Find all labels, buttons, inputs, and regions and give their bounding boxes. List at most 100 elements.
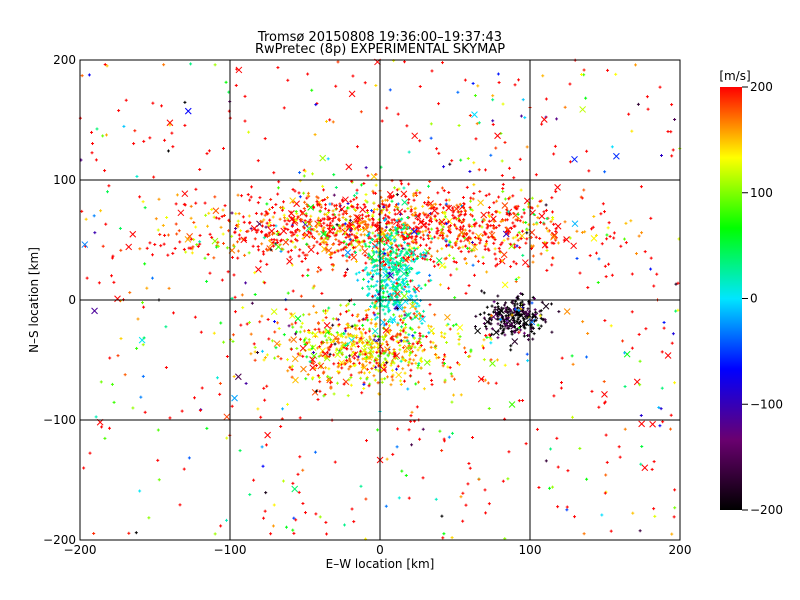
data-point (193, 315, 197, 319)
data-point (372, 207, 376, 211)
data-point (347, 235, 351, 239)
data-point (276, 186, 280, 190)
data-point (590, 235, 598, 242)
data-point (147, 516, 151, 520)
data-point (496, 72, 500, 76)
data-point (301, 236, 305, 240)
data-point (400, 469, 404, 473)
data-point (504, 301, 508, 305)
data-point (189, 204, 193, 208)
data-point (315, 200, 319, 204)
data-point (387, 272, 394, 279)
data-point (453, 215, 457, 219)
x-axis-ticks: −200 −100 0 100 200 (64, 543, 692, 557)
data-point (328, 118, 332, 122)
data-point (659, 407, 663, 411)
data-point (181, 190, 189, 198)
data-point (435, 226, 439, 230)
data-point (443, 361, 447, 365)
data-point (338, 312, 342, 316)
data-point (434, 497, 438, 501)
data-point (361, 340, 365, 344)
data-point (629, 219, 633, 223)
data-point (634, 252, 638, 256)
data-point (392, 300, 396, 304)
data-point (587, 169, 591, 173)
data-point (331, 225, 335, 229)
data-point (138, 489, 142, 493)
data-point (658, 85, 662, 89)
data-point (555, 117, 559, 121)
data-point (487, 333, 491, 337)
data-point (331, 209, 335, 213)
data-point (298, 352, 302, 356)
data-point (394, 290, 401, 298)
data-point (499, 220, 503, 224)
data-point (493, 247, 497, 251)
data-point (435, 219, 439, 223)
data-point (402, 316, 406, 320)
data-point (297, 490, 301, 494)
data-point (383, 318, 387, 322)
data-point (161, 223, 165, 227)
y-tick-label: −100 (43, 413, 76, 427)
data-point (440, 449, 444, 453)
data-point (242, 220, 246, 224)
data-point (119, 248, 123, 252)
data-point (348, 90, 356, 98)
data-point (563, 105, 567, 109)
data-point (459, 393, 463, 397)
data-point (412, 288, 416, 292)
data-point (537, 485, 541, 489)
data-point (412, 192, 416, 196)
data-point (419, 252, 423, 256)
data-point (370, 269, 374, 273)
data-point (487, 313, 491, 317)
data-point (455, 203, 459, 207)
data-point (359, 228, 363, 232)
data-point (535, 222, 539, 226)
data-point (415, 271, 419, 275)
data-point (291, 187, 295, 191)
data-point (401, 319, 405, 323)
data-point (661, 420, 665, 424)
data-point (139, 395, 143, 399)
data-point (300, 321, 304, 325)
data-point (483, 247, 487, 251)
data-point (296, 227, 300, 231)
data-point (253, 345, 257, 349)
data-point (399, 383, 403, 387)
data-point (323, 212, 327, 216)
data-point (345, 242, 349, 246)
data-point (293, 200, 300, 208)
data-point (511, 338, 519, 345)
data-point (468, 354, 472, 358)
data-point (295, 212, 299, 216)
data-point (395, 248, 399, 252)
data-point (262, 358, 266, 362)
data-point (473, 242, 477, 246)
data-point (371, 273, 375, 277)
data-point (410, 443, 414, 447)
data-point (295, 234, 299, 238)
data-point (474, 314, 478, 318)
data-point (268, 239, 272, 243)
data-point (347, 255, 351, 259)
data-point (381, 342, 385, 346)
data-point (534, 318, 538, 322)
data-point (531, 312, 535, 316)
data-point (502, 238, 506, 242)
data-point (313, 133, 317, 137)
data-point (392, 350, 396, 354)
data-point (468, 169, 472, 173)
data-point (417, 231, 421, 235)
data-point (412, 198, 416, 202)
data-point (447, 243, 451, 247)
data-point (444, 237, 448, 241)
data-point (326, 374, 330, 378)
data-point (423, 257, 427, 261)
data-point (328, 202, 332, 206)
data-point (419, 356, 423, 360)
data-point (332, 362, 336, 366)
data-point (467, 223, 471, 227)
